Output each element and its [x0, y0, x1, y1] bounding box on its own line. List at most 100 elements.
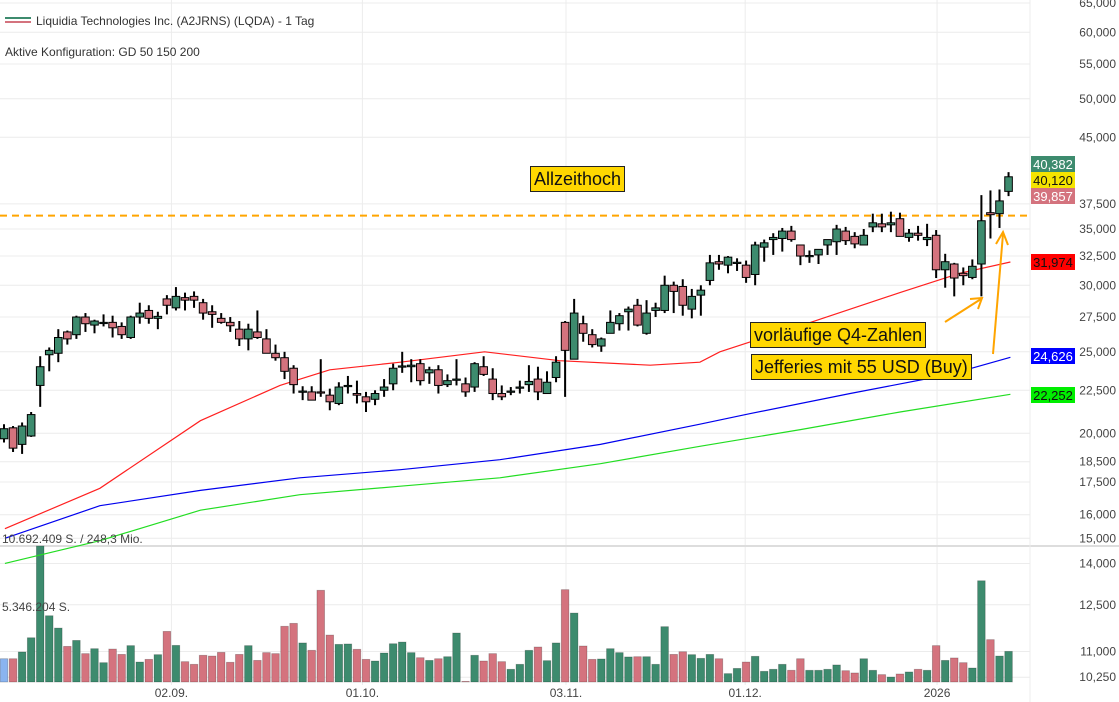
candle-body — [959, 272, 968, 277]
candle-body — [434, 369, 443, 386]
candle-body — [768, 236, 778, 241]
y-tick-label: 45,000 — [1079, 130, 1116, 144]
price-tag-label: 40,382 — [1033, 157, 1073, 172]
volume-bar — [434, 658, 443, 683]
candle-body — [606, 321, 615, 334]
candle-body — [443, 380, 452, 386]
candle-body — [886, 222, 896, 226]
candle-body — [642, 312, 651, 334]
volume-bar — [407, 652, 416, 683]
volume-bar — [986, 639, 995, 683]
volume-bar — [524, 649, 534, 683]
volume-bar — [289, 622, 298, 683]
candle-body — [877, 223, 887, 228]
volume-bar — [54, 627, 63, 683]
volume-bar — [189, 663, 199, 683]
volume-bar — [153, 654, 163, 683]
candles — [0, 172, 1013, 454]
volume-bar — [850, 672, 859, 683]
candle-body — [913, 232, 923, 236]
candle-body — [714, 261, 724, 265]
candle-body — [506, 390, 516, 393]
candle-body — [406, 364, 416, 368]
volume-bar — [705, 653, 715, 683]
candle-body — [325, 394, 335, 403]
volume-bar — [950, 657, 959, 683]
y-tick-label: 25,000 — [1079, 345, 1116, 359]
candle-body — [461, 383, 470, 393]
candle-body — [198, 302, 208, 314]
volume-bar — [379, 652, 389, 683]
volume-bar — [723, 673, 733, 683]
active-config: Aktive Konfiguration: GD 50 150 200 — [5, 45, 200, 59]
volume-bar — [135, 661, 144, 683]
volume-bar — [226, 661, 235, 683]
volume-bar — [941, 659, 950, 683]
volume-bar — [72, 640, 81, 683]
y-tick-label: 35,000 — [1079, 222, 1116, 236]
volume-bar — [180, 661, 190, 683]
price-tag-bg — [1031, 156, 1075, 172]
y-tick-label: 12,500 — [1079, 598, 1116, 612]
candle-body — [35, 366, 45, 386]
volume-bar — [36, 545, 45, 683]
y-tick-label: 27,500 — [1079, 310, 1116, 324]
candle-body — [968, 265, 977, 278]
volume-bar — [606, 648, 615, 683]
candle-body — [298, 390, 307, 393]
candle-body — [180, 297, 190, 301]
legend-icon — [5, 17, 31, 23]
volume-bar — [262, 652, 271, 683]
x-tick-label: 02.09. — [155, 686, 188, 700]
volume-bar — [352, 648, 362, 683]
candle-body — [17, 425, 27, 445]
y-tick-label: 15,000 — [1079, 531, 1116, 545]
candle-body — [949, 263, 959, 279]
volume-bar — [416, 657, 425, 683]
candle-body — [253, 331, 262, 338]
candle-body — [687, 295, 697, 310]
volume-bar — [633, 656, 642, 683]
y-tick-label: 32,500 — [1079, 249, 1116, 263]
volume-bar — [307, 649, 316, 683]
candle-body — [723, 256, 733, 266]
volume-bar — [760, 670, 769, 683]
volume-bar — [805, 669, 814, 683]
y-tick-label: 50,000 — [1079, 92, 1116, 106]
candle-body — [931, 234, 941, 271]
volume-bar — [144, 658, 153, 683]
candle-body — [244, 328, 253, 340]
candle-body — [696, 289, 706, 296]
candle-body — [651, 307, 660, 311]
candle-body — [615, 315, 624, 325]
candle-body — [352, 393, 362, 396]
candle-body — [814, 248, 823, 256]
candle-body — [216, 317, 226, 323]
candle-body — [262, 338, 271, 354]
volume-bar — [425, 659, 434, 683]
candle-body — [660, 284, 669, 311]
arrow-jefferies — [992, 233, 1004, 355]
volume-bar — [316, 589, 325, 683]
volume-bar — [615, 652, 624, 683]
volume-bar — [235, 653, 244, 683]
volume-bar — [787, 669, 796, 683]
candle-body — [470, 363, 479, 388]
volume-bar — [814, 669, 823, 683]
volume-bar — [388, 643, 398, 683]
candle-body — [488, 378, 497, 395]
candle-body — [787, 230, 796, 241]
volume-bar — [977, 580, 986, 683]
candle-body — [533, 378, 543, 393]
candle-body — [705, 262, 715, 281]
volume-bar — [895, 673, 905, 683]
volume-bar — [271, 653, 280, 683]
volume-bar — [488, 653, 497, 683]
volume-bar — [126, 645, 135, 683]
price-tag-label: 22,252 — [1033, 388, 1073, 403]
volume-bar — [515, 663, 525, 683]
candle-body — [99, 321, 108, 325]
x-tick-label: 2026 — [924, 686, 951, 700]
